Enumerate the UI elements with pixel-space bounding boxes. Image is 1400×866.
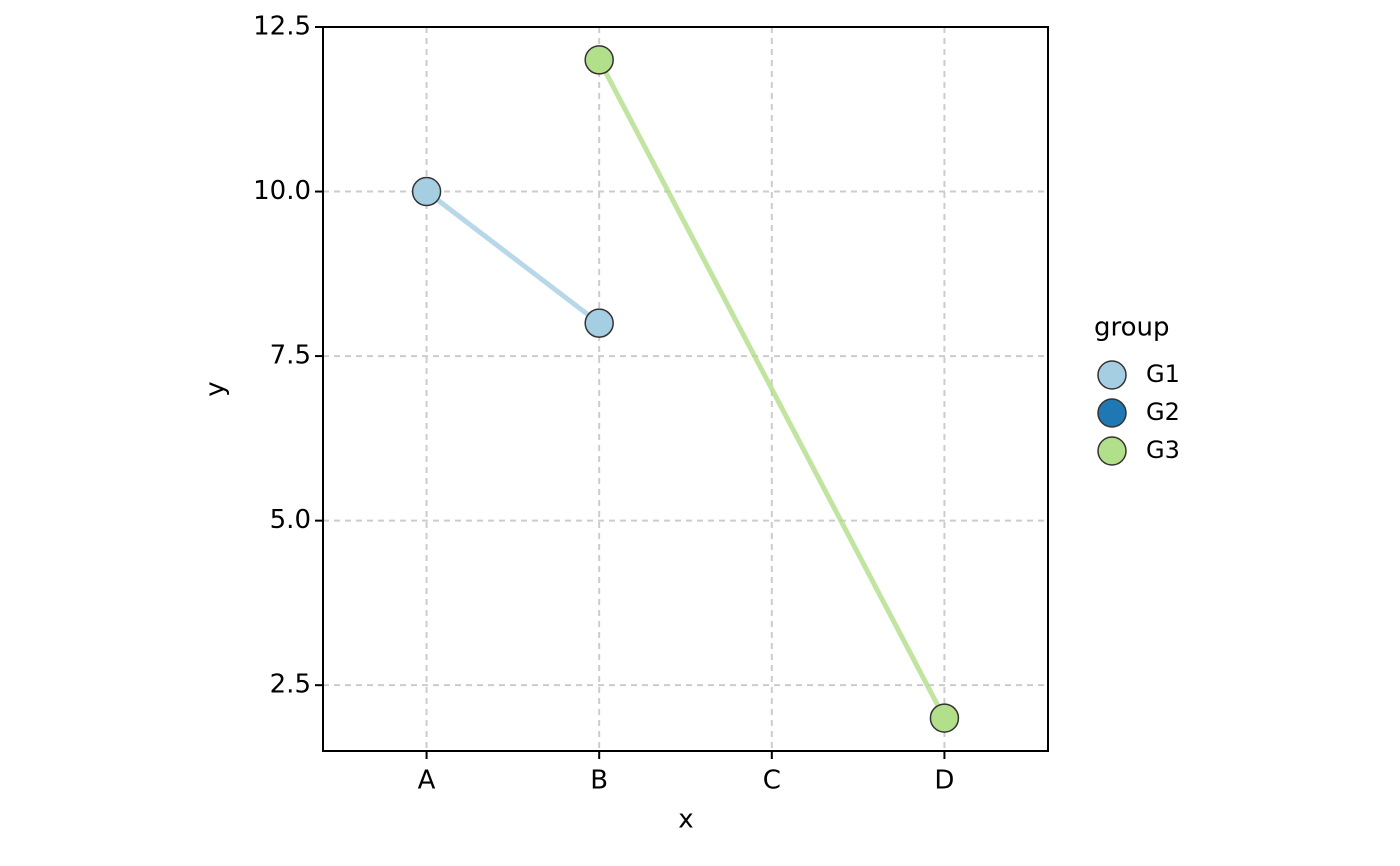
x-tick-label: C bbox=[763, 766, 781, 796]
legend-swatch bbox=[1097, 436, 1127, 466]
x-tick-label: A bbox=[418, 766, 436, 796]
legend-swatch bbox=[1097, 360, 1127, 390]
y-tick-label: 10.0 bbox=[253, 176, 311, 206]
legend-label: G2 bbox=[1146, 398, 1180, 426]
legend-label: G1 bbox=[1146, 360, 1180, 388]
series-line bbox=[596, 58, 947, 720]
x-axis-label: x bbox=[678, 805, 693, 835]
x-tick-label: D bbox=[934, 766, 954, 796]
y-tick-label: 12.5 bbox=[253, 12, 311, 42]
y-tick-label: 2.5 bbox=[270, 670, 311, 700]
legend-label: G3 bbox=[1146, 436, 1180, 464]
x-tick-label: B bbox=[590, 766, 608, 796]
y-tick-label: 7.5 bbox=[270, 341, 311, 371]
point bbox=[584, 45, 614, 75]
point bbox=[584, 308, 614, 338]
point bbox=[411, 176, 442, 207]
plot-frame bbox=[322, 26, 1049, 752]
legend-title: group bbox=[1094, 313, 1170, 343]
series-line bbox=[425, 189, 601, 326]
y-axis-label: y bbox=[201, 381, 231, 396]
legend-swatch bbox=[1097, 398, 1127, 428]
point bbox=[929, 703, 960, 733]
y-tick-label: 5.0 bbox=[270, 505, 311, 535]
